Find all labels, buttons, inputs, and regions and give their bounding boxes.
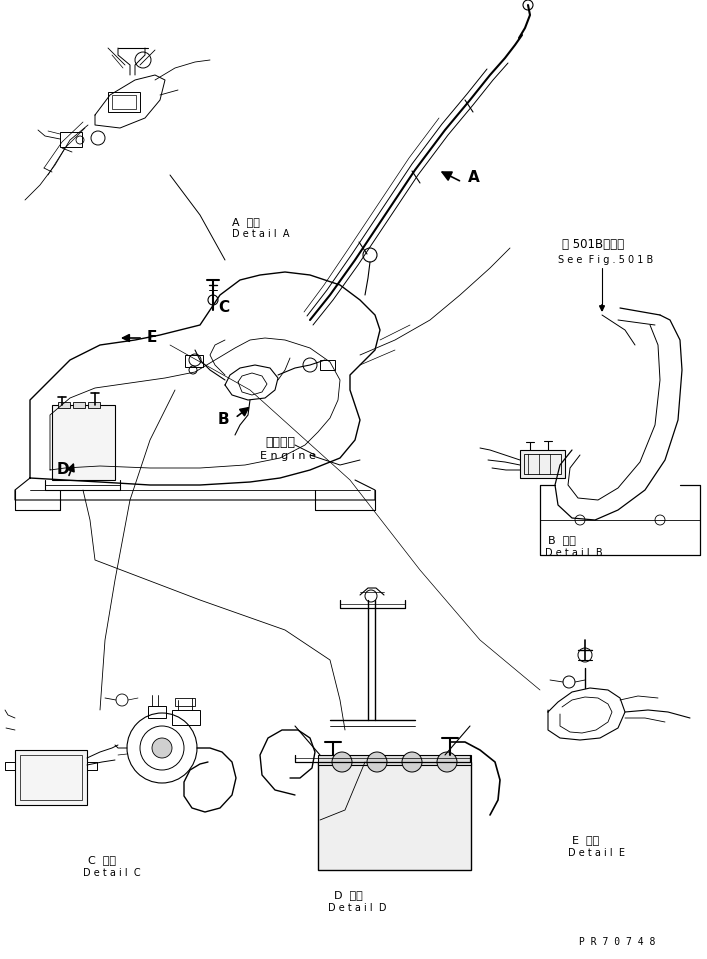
Circle shape [152,738,172,758]
Bar [108,92,140,112]
Bar [112,95,136,109]
Text: エンジン: エンジン [265,436,295,450]
Circle shape [437,752,457,772]
Bar [175,698,195,706]
Bar [20,755,82,800]
Bar [320,360,335,370]
Text: B  詳細: B 詳細 [548,535,576,545]
Bar [88,402,100,408]
Bar [148,706,166,718]
Text: D: D [57,462,69,477]
Text: D e t a i l  A: D e t a i l A [232,229,289,239]
Bar [185,355,203,367]
Text: D e t a i l  B: D e t a i l B [545,548,602,558]
Circle shape [367,752,387,772]
Text: S e e  F i g . 5 0 1 B: S e e F i g . 5 0 1 B [558,255,653,265]
Bar [58,402,70,408]
Circle shape [402,752,422,772]
Text: E n g i n e: E n g i n e [260,451,316,461]
Text: 第 501B図参照: 第 501B図参照 [562,239,624,251]
Bar [524,454,561,474]
Text: E  詳細: E 詳細 [572,835,600,845]
Text: A  詳細: A 詳細 [232,217,260,227]
Text: B: B [218,412,230,428]
Bar [52,405,115,480]
Text: D e t a i l  D: D e t a i l D [328,903,387,913]
Bar [15,750,87,805]
Text: D e t a i l  E: D e t a i l E [568,848,625,858]
Bar [520,450,565,478]
Bar [172,710,200,725]
Text: A: A [468,171,480,185]
Bar [318,755,471,765]
Text: C: C [218,300,229,316]
Text: D  詳細: D 詳細 [334,890,363,900]
Text: P R 7 0 7 4 8: P R 7 0 7 4 8 [578,937,655,947]
Bar [73,402,85,408]
Text: C  詳細: C 詳細 [88,855,116,865]
Circle shape [332,752,352,772]
Text: D e t a i l  C: D e t a i l C [83,868,141,878]
Bar [60,132,82,147]
Bar [318,762,471,870]
Text: E: E [147,331,158,345]
